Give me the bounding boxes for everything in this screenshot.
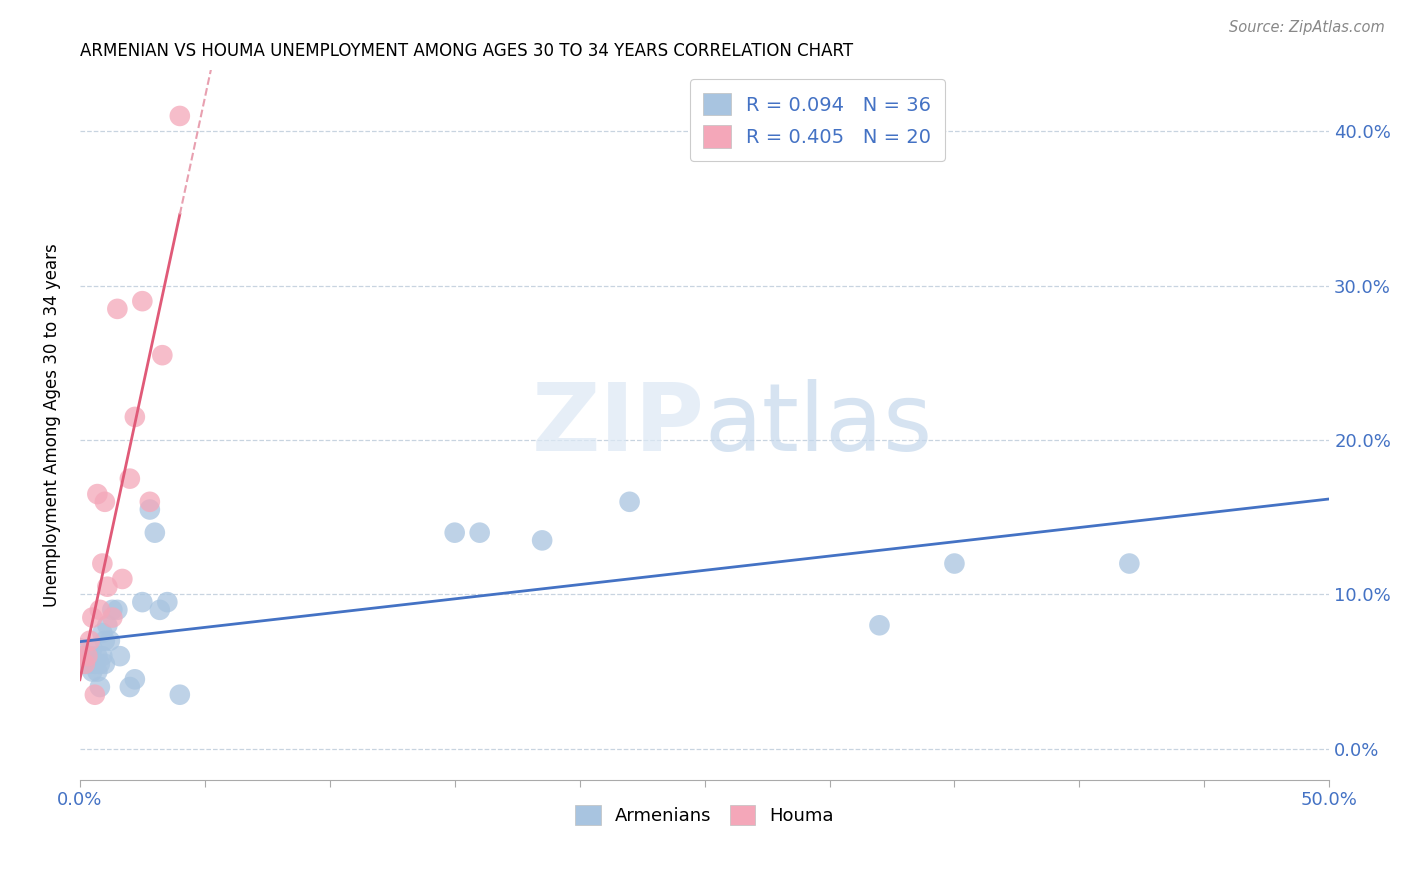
Point	[69, 649, 91, 664]
Point	[468, 525, 491, 540]
Point	[82, 665, 104, 679]
Point	[169, 109, 191, 123]
Point	[131, 595, 153, 609]
Point	[101, 610, 124, 624]
Text: ARMENIAN VS HOUMA UNEMPLOYMENT AMONG AGES 30 TO 34 YEARS CORRELATION CHART: ARMENIAN VS HOUMA UNEMPLOYMENT AMONG AGE…	[80, 42, 853, 60]
Point	[91, 649, 114, 664]
Point	[83, 657, 105, 671]
Point	[82, 641, 104, 656]
Point	[101, 603, 124, 617]
Point	[69, 641, 91, 656]
Point	[124, 673, 146, 687]
Point	[96, 580, 118, 594]
Point	[619, 495, 641, 509]
Point	[89, 603, 111, 617]
Point	[73, 657, 96, 671]
Point	[443, 525, 465, 540]
Point	[83, 657, 105, 671]
Point	[156, 595, 179, 609]
Point	[139, 495, 162, 509]
Point	[118, 680, 141, 694]
Point	[111, 572, 134, 586]
Point	[108, 649, 131, 664]
Point	[869, 618, 891, 632]
Point	[86, 665, 108, 679]
Point	[91, 626, 114, 640]
Point	[149, 603, 172, 617]
Point	[124, 409, 146, 424]
Point	[943, 557, 966, 571]
Point	[143, 525, 166, 540]
Text: atlas: atlas	[704, 378, 932, 471]
Point	[94, 633, 117, 648]
Point	[98, 633, 121, 648]
Point	[91, 557, 114, 571]
Point	[118, 472, 141, 486]
Point	[131, 294, 153, 309]
Text: ZIP: ZIP	[531, 378, 704, 471]
Point	[86, 649, 108, 664]
Point	[94, 657, 117, 671]
Point	[86, 487, 108, 501]
Point	[1118, 557, 1140, 571]
Point	[105, 301, 128, 316]
Point	[94, 495, 117, 509]
Point	[73, 657, 96, 671]
Point	[531, 533, 554, 548]
Point	[96, 618, 118, 632]
Point	[89, 680, 111, 694]
Legend: Armenians, Houma: Armenians, Houma	[567, 796, 842, 835]
Text: Source: ZipAtlas.com: Source: ZipAtlas.com	[1229, 20, 1385, 35]
Point	[169, 688, 191, 702]
Point	[83, 688, 105, 702]
Y-axis label: Unemployment Among Ages 30 to 34 years: Unemployment Among Ages 30 to 34 years	[44, 243, 60, 607]
Point	[105, 603, 128, 617]
Point	[82, 610, 104, 624]
Point	[89, 657, 111, 671]
Point	[76, 649, 98, 664]
Point	[76, 657, 98, 671]
Point	[79, 633, 101, 648]
Point	[79, 649, 101, 664]
Point	[139, 502, 162, 516]
Point	[150, 348, 173, 362]
